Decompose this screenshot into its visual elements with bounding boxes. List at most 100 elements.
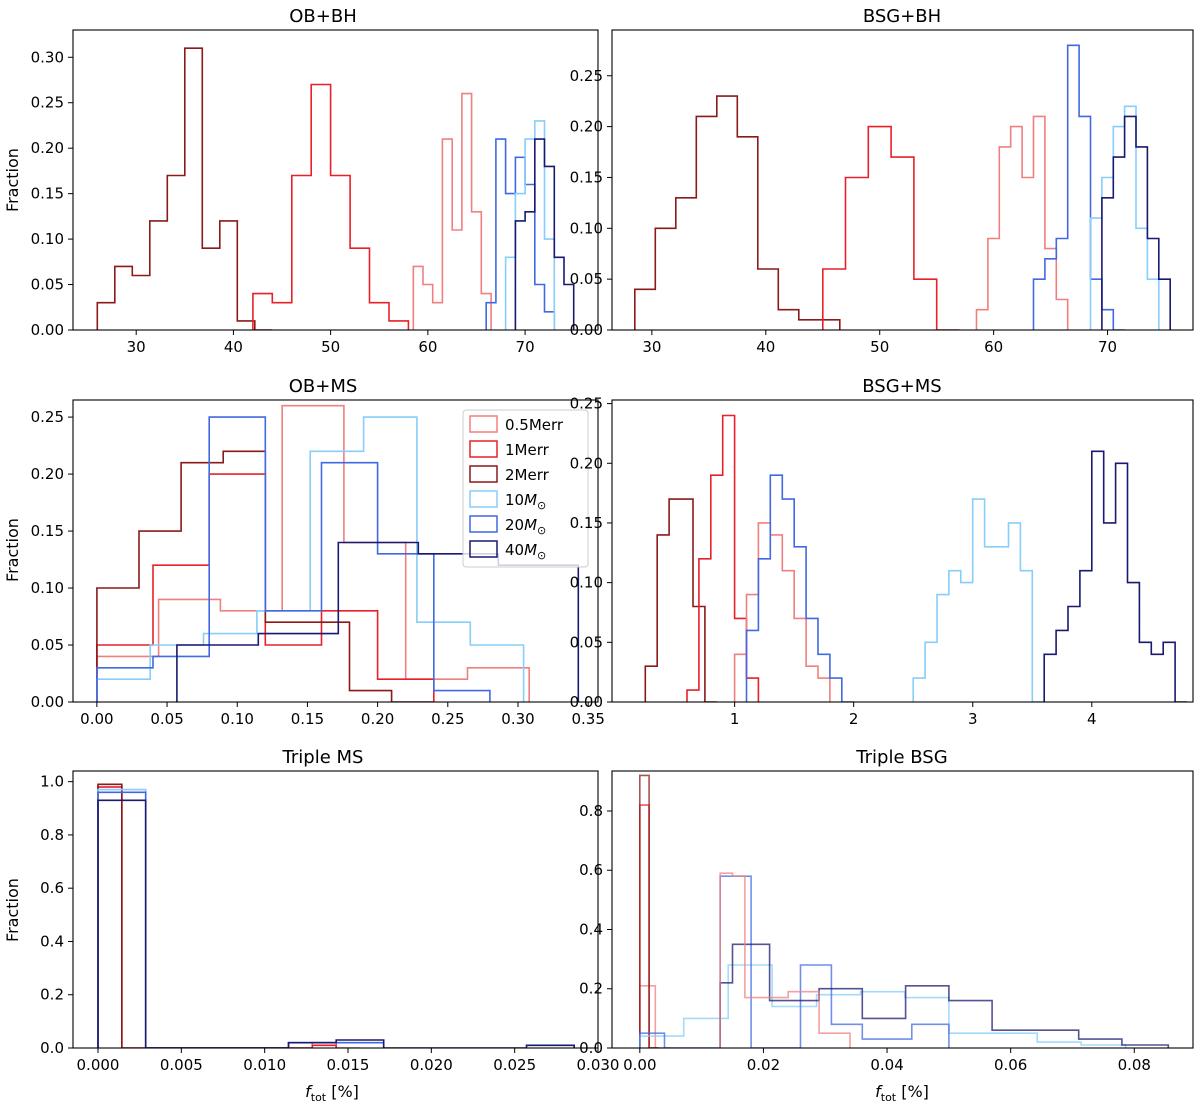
panel-title-triple-ms: Triple MS	[282, 747, 364, 768]
histogram-40-5	[514, 138, 575, 330]
x-tick-label: 4	[1087, 710, 1097, 728]
x-tick-label: 30	[127, 338, 146, 356]
x-tick-label: 0.04	[870, 1056, 903, 1074]
legend-entry-0: 0.5Merr	[469, 415, 564, 434]
histogram-series-group	[96, 404, 580, 702]
x-tick-label: 50	[321, 338, 340, 356]
y-tick-label: 0.00	[31, 321, 64, 339]
histogram-1merr-1	[97, 786, 337, 1048]
histogram-1merr-1	[686, 414, 760, 702]
x-tick-label: 2	[849, 710, 859, 728]
y-tick-label: 0.4	[40, 932, 64, 950]
ylabel-ob-ms: Fraction	[3, 518, 22, 582]
y-tick-label: 0.05	[31, 276, 64, 294]
panel-ob-ms: OB+MS Fraction 0.00 0.05 0.10 0.15 0.20 0.25 0…	[3, 376, 605, 728]
x-tick-label: 0.025	[493, 1056, 536, 1074]
legend: 0.5Merr 1Merr 2Merr 10M⊙ 20M⊙ 40M⊙	[462, 409, 589, 568]
y-tick-label: 0.20	[570, 118, 603, 136]
histogram-2merr-0	[644, 498, 717, 702]
axes-frame	[611, 770, 1194, 1049]
plot-area-triple-ms: 0.000 0.005 0.010 0.015 0.020 0.025 0.0300.00.…	[40, 770, 619, 1074]
y-tick-label: 0.2	[40, 986, 64, 1004]
legend-swatch-10msun	[469, 490, 498, 508]
axes-frame	[72, 29, 599, 331]
ylabel-ob-bh: Fraction	[3, 148, 22, 212]
histogram-0p5merr-0	[97, 786, 360, 1048]
histogram-2merr-2	[639, 774, 659, 1048]
xlabel-triple-bsg: ftot [%]	[875, 1082, 929, 1103]
panel-title-ob-ms: OB+MS	[289, 376, 358, 397]
x-tick-label: 0.15	[291, 710, 324, 728]
x-tick-label: 0.000	[77, 1056, 120, 1074]
x-tick-label: 0.35	[571, 710, 604, 728]
legend-label-20msun: 20M⊙	[505, 516, 546, 537]
histogram-2merr-2	[97, 783, 123, 1048]
y-tick-label: 0.25	[31, 408, 64, 426]
legend-entry-5: 40M⊙	[469, 540, 546, 562]
histogram-20-3	[485, 138, 556, 330]
y-tick-label: 0.15	[31, 185, 64, 203]
x-tick-label: 0.20	[361, 710, 394, 728]
legend-entry-4: 20M⊙	[469, 515, 546, 537]
plot-area-ob-ms: 0.00 0.05 0.10 0.15 0.20 0.25 0.30 0.350.000.05…	[31, 399, 605, 728]
x-tick-label: 1	[730, 710, 740, 728]
y-tick-label: 0.0	[579, 1039, 603, 1057]
histogram-series-group	[96, 47, 575, 330]
x-tick-label: 30	[642, 338, 661, 356]
histogram-20-4	[96, 416, 491, 702]
axes-frame	[611, 29, 1194, 331]
histogram-20-4	[639, 875, 950, 1048]
x-tick-label: 3	[968, 710, 978, 728]
panel-title-ob-bh: OB+BH	[289, 6, 356, 27]
panel-ob-bh: OB+BH Fraction 30 40 50 60 70 0.00 0.05 0.10 0.1…	[3, 6, 599, 356]
histogram-series-group	[97, 783, 575, 1048]
legend-box	[462, 409, 589, 568]
y-tick-label: 0.10	[31, 579, 64, 597]
histogram-series-group	[634, 44, 1171, 330]
plot-area-bsg-bh: 30 40 50 60 70 0.00 0.05 0.10 0.15 0.20 0.25	[570, 29, 1194, 356]
x-tick-label: 0.015	[327, 1056, 370, 1074]
x-tick-label: 60	[984, 338, 1003, 356]
x-tick-label: 0.00	[80, 710, 113, 728]
x-tick-label: 0.30	[501, 710, 534, 728]
histogram-10-4	[912, 498, 1045, 702]
x-tick-label: 50	[870, 338, 889, 356]
x-tick-label: 0.05	[150, 710, 183, 728]
axes-frame	[72, 399, 599, 703]
legend-entry-3: 10M⊙	[469, 490, 546, 512]
histogram-0p5merr-2	[975, 115, 1069, 330]
y-tick-label: 0.25	[570, 395, 603, 413]
x-tick-label: 70	[516, 338, 535, 356]
x-tick-label: 40	[756, 338, 775, 356]
x-tick-label: 0.00	[623, 1056, 656, 1074]
y-tick-label: 0.15	[31, 522, 64, 540]
histogram-0p5merr-2	[412, 92, 492, 330]
panel-title-bsg-ms: BSG+MS	[862, 376, 941, 397]
legend-label-2merr: 2Merr	[505, 466, 550, 484]
histogram-40-5	[719, 943, 1170, 1048]
legend-swatch-2merr	[469, 465, 498, 483]
x-tick-label: 70	[1098, 338, 1117, 356]
panel-title-triple-bsg: Triple BSG	[855, 747, 947, 768]
histogram-20-4	[97, 791, 385, 1048]
histogram-0p5merr-2	[733, 522, 831, 702]
legend-entry-1: 1Merr	[469, 440, 550, 459]
x-tick-label: 0.08	[1118, 1056, 1151, 1074]
y-tick-label: 1.0	[40, 773, 64, 791]
histogram-1merr-1	[252, 83, 410, 330]
x-tick-label: 0.10	[221, 710, 254, 728]
plot-area-triple-bsg: 0.00 0.02 0.04 0.06 0.08 0.0 0.2 0.4 0.6 0.8	[579, 770, 1194, 1074]
legend-swatch-1merr	[469, 440, 498, 458]
y-tick-label: 0.25	[570, 67, 603, 85]
y-tick-label: 0.00	[570, 321, 603, 339]
plot-area-ob-bh: 30 40 50 60 70 0.00 0.05 0.10 0.15 0.20 0.25 0.30	[31, 29, 599, 356]
x-tick-label: 0.02	[747, 1056, 780, 1074]
y-tick-label: 0.6	[40, 879, 64, 897]
panel-bsg-bh: BSG+BH 30 40 50 60 70 0.00 0.05 0.10 0.15 0.20 0.2…	[570, 6, 1194, 356]
histogram-series-group	[639, 774, 1170, 1048]
y-tick-label: 0.25	[31, 94, 64, 112]
y-tick-label: 0.30	[31, 48, 64, 66]
y-tick-label: 0.8	[579, 802, 603, 820]
histogram-10-4	[504, 120, 556, 330]
